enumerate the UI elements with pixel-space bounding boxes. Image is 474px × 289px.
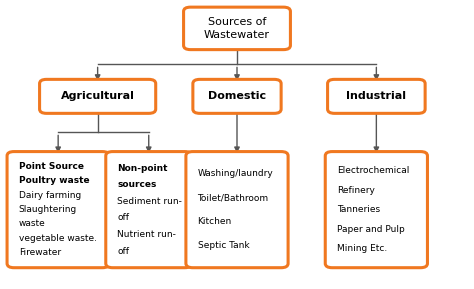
FancyBboxPatch shape bbox=[40, 79, 155, 113]
Text: Wastewater: Wastewater bbox=[204, 30, 270, 40]
FancyBboxPatch shape bbox=[186, 151, 288, 268]
Text: sources: sources bbox=[118, 180, 157, 189]
FancyBboxPatch shape bbox=[106, 151, 191, 268]
Text: Agricultural: Agricultural bbox=[61, 91, 135, 101]
Text: Septic Tank: Septic Tank bbox=[198, 241, 249, 250]
Text: waste: waste bbox=[18, 219, 46, 229]
Text: Domestic: Domestic bbox=[208, 91, 266, 101]
Text: Tanneries: Tanneries bbox=[337, 205, 380, 214]
FancyBboxPatch shape bbox=[183, 7, 291, 50]
FancyBboxPatch shape bbox=[325, 151, 428, 268]
FancyBboxPatch shape bbox=[328, 79, 425, 113]
Text: Non-point: Non-point bbox=[118, 164, 168, 173]
Text: Industrial: Industrial bbox=[346, 91, 406, 101]
Text: vegetable waste.: vegetable waste. bbox=[18, 234, 97, 243]
Text: Electrochemical: Electrochemical bbox=[337, 166, 409, 175]
FancyBboxPatch shape bbox=[193, 79, 281, 113]
Text: Kitchen: Kitchen bbox=[198, 217, 232, 226]
Text: Toilet/Bathroom: Toilet/Bathroom bbox=[198, 193, 269, 202]
Text: Point Source: Point Source bbox=[18, 162, 84, 171]
Text: Dairy farming: Dairy farming bbox=[18, 191, 81, 200]
Text: Washing/laundry: Washing/laundry bbox=[198, 169, 273, 178]
Text: Refinery: Refinery bbox=[337, 186, 375, 194]
Text: Sediment run-: Sediment run- bbox=[118, 197, 182, 206]
Text: Nutrient run-: Nutrient run- bbox=[118, 230, 176, 239]
Text: off: off bbox=[118, 213, 129, 223]
Text: Poultry waste: Poultry waste bbox=[18, 177, 89, 186]
Text: off: off bbox=[118, 247, 129, 255]
Text: Mining Etc.: Mining Etc. bbox=[337, 244, 387, 253]
Text: Paper and Pulp: Paper and Pulp bbox=[337, 225, 405, 234]
Text: Slaughtering: Slaughtering bbox=[18, 205, 77, 214]
Text: Sources of: Sources of bbox=[208, 16, 266, 27]
Text: Firewater: Firewater bbox=[18, 248, 61, 257]
FancyBboxPatch shape bbox=[7, 151, 109, 268]
